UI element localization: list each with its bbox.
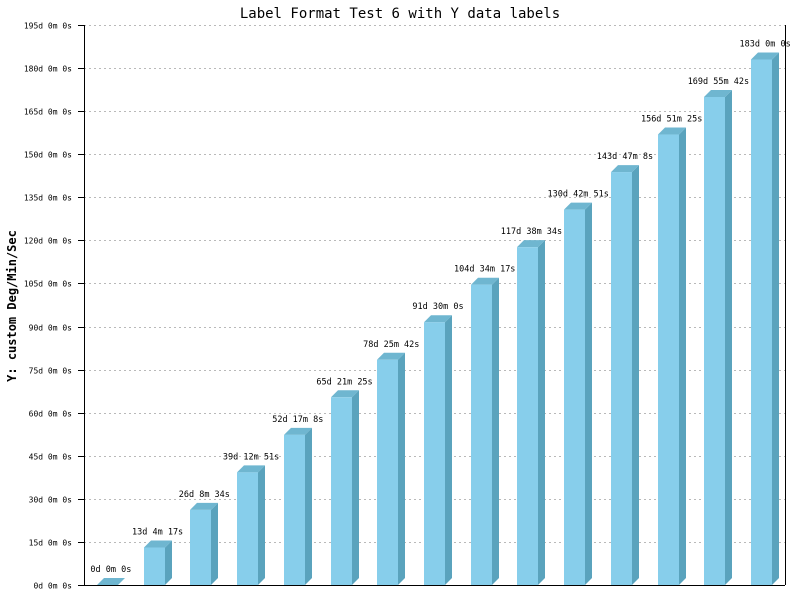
bar-side [772, 52, 779, 585]
bar [658, 127, 686, 585]
bar-front [284, 434, 305, 585]
bar-front [377, 359, 398, 585]
bar-side [258, 465, 265, 585]
data-label: 104d 34m 17s [454, 265, 515, 275]
y-axis-label: Y: custom Deg/Min/Sec [5, 230, 19, 382]
bar [611, 165, 639, 585]
bar-side [305, 427, 312, 585]
bar-top [517, 240, 545, 248]
y-axis-ticks: 0d 0m 0s 15d 0m 0s 30d 0m 0s 45d 0m 0s 60d 0… [24, 22, 84, 591]
y-tick-label: 165d 0m 0s [24, 108, 72, 117]
y-tick-label: 135d 0m 0s [24, 194, 72, 203]
bar-side [492, 277, 499, 585]
bar-top [97, 578, 125, 585]
bar [237, 465, 265, 585]
y-tick-label: 150d 0m 0s [24, 151, 72, 160]
bar [517, 240, 545, 586]
bar-front [611, 172, 632, 585]
bar-front [331, 397, 352, 585]
bar-top [190, 502, 218, 510]
bar-side [211, 502, 218, 585]
chart-title: Label Format Test 6 with Y data labels [240, 6, 560, 22]
y-tick-label: 180d 0m 0s [24, 65, 72, 74]
bar-top [751, 52, 779, 60]
bar-front [471, 284, 492, 585]
data-label: 26d 8m 34s [179, 490, 230, 500]
data-label: 169d 55m 42s [688, 77, 749, 87]
bar-side [445, 315, 452, 585]
bar-front [517, 247, 538, 586]
bar [471, 277, 499, 585]
y-tick-label: 75d 0m 0s [29, 367, 73, 376]
data-label: 78d 25m 42s [363, 340, 419, 350]
y-tick-label: 195d 0m 0s [24, 22, 72, 31]
y-tick-label: 120d 0m 0s [24, 237, 72, 246]
bar [751, 52, 779, 585]
bars [97, 52, 779, 586]
bar-front [190, 509, 211, 585]
bar [284, 427, 312, 585]
bar-front [144, 547, 165, 585]
bar-side [632, 165, 639, 585]
data-label: 52d 17m 8s [272, 415, 323, 425]
bar-side [165, 540, 172, 585]
bar-front [424, 322, 445, 585]
data-label: 117d 38m 34s [501, 227, 562, 237]
data-label: 91d 30m 0s [412, 302, 463, 312]
bar-top [284, 427, 312, 435]
y-tick-label: 90d 0m 0s [29, 324, 73, 333]
bar [190, 502, 218, 585]
bar-front [658, 134, 679, 585]
data-label: 143d 47m 8s [597, 152, 653, 162]
bar [564, 202, 592, 585]
bar-front [704, 97, 725, 586]
data-label: 13d 4m 17s [132, 527, 183, 537]
data-label: 65d 21m 25s [316, 377, 372, 387]
y-tick-label: 0d 0m 0s [33, 582, 72, 591]
data-label: 39d 12m 51s [223, 452, 279, 462]
bar [144, 540, 172, 585]
bar-top [611, 165, 639, 173]
bar-top [658, 127, 686, 135]
y-tick-label: 60d 0m 0s [29, 410, 73, 419]
bar-front [237, 472, 258, 585]
bar [424, 315, 452, 585]
data-label: 156d 51m 25s [641, 115, 702, 125]
bar-top [424, 315, 452, 323]
bar [331, 390, 359, 585]
bar-top [237, 465, 265, 473]
bar-side [585, 202, 592, 585]
data-label: 183d 0m 0s [740, 39, 791, 49]
axes [84, 25, 786, 586]
bar-side [725, 90, 732, 586]
y-tick-label: 105d 0m 0s [24, 280, 72, 289]
y-tick-label: 15d 0m 0s [29, 539, 73, 548]
bar-front [751, 59, 772, 585]
bar-side [679, 127, 686, 585]
bar [704, 90, 732, 586]
bar [97, 578, 125, 585]
bar [377, 352, 405, 585]
bar-top [704, 90, 732, 98]
y-tick-label: 30d 0m 0s [29, 496, 73, 505]
bar-top [144, 540, 172, 548]
bar-top [471, 277, 499, 285]
bar-top [331, 390, 359, 398]
data-labels: 0d 0m 0s 13d 4m 17s 26d 8m 34s 39d 12m 51s 5… [90, 39, 790, 575]
y-tick-label: 45d 0m 0s [29, 453, 73, 462]
bar-side [538, 240, 545, 586]
bar-side [398, 352, 405, 585]
bar-top [564, 202, 592, 210]
bar-front [564, 209, 585, 585]
bar-top [377, 352, 405, 360]
bar-side [352, 390, 359, 585]
data-label: 0d 0m 0s [90, 565, 131, 575]
data-label: 130d 42m 51s [547, 190, 608, 200]
